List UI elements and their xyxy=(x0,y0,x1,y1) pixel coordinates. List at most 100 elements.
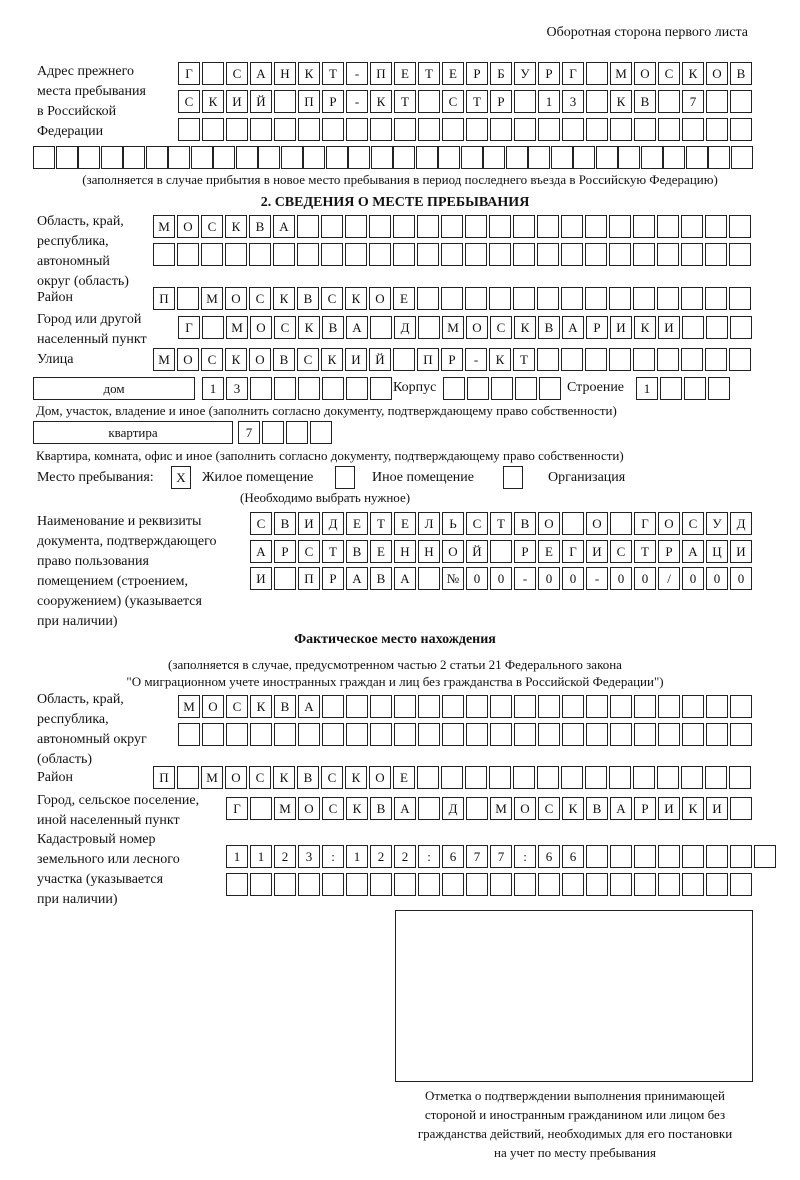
char-cell[interactable]: 1 xyxy=(636,377,658,400)
char-cell[interactable]: К xyxy=(345,287,367,310)
char-cell[interactable]: 0 xyxy=(466,567,488,590)
char-cell[interactable]: 3 xyxy=(562,90,584,113)
char-cell[interactable]: П xyxy=(370,62,392,85)
char-cell[interactable] xyxy=(321,215,343,238)
char-cell[interactable]: Е xyxy=(370,540,392,563)
char-cell[interactable] xyxy=(538,873,560,896)
char-cell[interactable]: : xyxy=(418,845,440,868)
char-cell[interactable] xyxy=(586,62,608,85)
char-cell[interactable] xyxy=(418,797,440,820)
char-cell[interactable]: Р xyxy=(514,540,536,563)
char-cell[interactable] xyxy=(418,90,440,113)
char-cell[interactable]: - xyxy=(465,348,487,371)
char-cell[interactable] xyxy=(562,723,584,746)
char-cell[interactable]: О xyxy=(514,797,536,820)
char-cell[interactable]: М xyxy=(610,62,632,85)
char-cell[interactable]: В xyxy=(634,90,656,113)
char-cell[interactable]: О xyxy=(442,540,464,563)
char-cell[interactable]: К xyxy=(514,316,536,339)
char-cell[interactable]: Г xyxy=(178,62,200,85)
char-cell[interactable]: 0 xyxy=(730,567,752,590)
char-cell[interactable] xyxy=(100,146,123,169)
char-cell[interactable] xyxy=(298,118,320,141)
char-cell[interactable] xyxy=(729,215,751,238)
char-cell[interactable] xyxy=(441,243,463,266)
char-cell[interactable]: В xyxy=(370,567,392,590)
char-cell[interactable] xyxy=(681,348,703,371)
char-cell[interactable]: Р xyxy=(634,797,656,820)
char-cell[interactable]: Б xyxy=(490,62,512,85)
char-cell[interactable] xyxy=(226,873,248,896)
char-cell[interactable] xyxy=(393,215,415,238)
char-cell[interactable]: 1 xyxy=(250,845,272,868)
char-cell[interactable] xyxy=(514,723,536,746)
char-cell[interactable]: 0 xyxy=(682,567,704,590)
char-cell[interactable]: С xyxy=(442,90,464,113)
char-cell[interactable] xyxy=(513,243,535,266)
char-cell[interactable] xyxy=(178,118,200,141)
char-cell[interactable] xyxy=(322,695,344,718)
char-cell[interactable]: 1 xyxy=(226,845,248,868)
char-cell[interactable] xyxy=(537,766,559,789)
char-cell[interactable]: 1 xyxy=(538,90,560,113)
char-cell[interactable]: Д xyxy=(322,512,344,535)
char-cell[interactable] xyxy=(153,243,175,266)
char-cell[interactable] xyxy=(633,287,655,310)
char-cell[interactable]: 2 xyxy=(370,845,392,868)
char-cell[interactable]: Т xyxy=(322,62,344,85)
char-cell[interactable] xyxy=(490,540,512,563)
char-cell[interactable]: А xyxy=(682,540,704,563)
char-cell[interactable]: Г xyxy=(562,62,584,85)
char-cell[interactable]: А xyxy=(346,316,368,339)
char-cell[interactable]: С xyxy=(321,287,343,310)
char-cell[interactable] xyxy=(370,695,392,718)
char-cell[interactable]: № xyxy=(442,567,464,590)
char-cell[interactable] xyxy=(586,873,608,896)
char-cell[interactable] xyxy=(633,766,655,789)
char-cell[interactable] xyxy=(657,348,679,371)
char-cell[interactable]: Г xyxy=(226,797,248,820)
char-cell[interactable]: - xyxy=(346,90,368,113)
char-cell[interactable] xyxy=(274,567,296,590)
char-cell[interactable] xyxy=(681,215,703,238)
char-cell[interactable]: В xyxy=(538,316,560,339)
char-cell[interactable]: Р xyxy=(322,90,344,113)
char-cell[interactable] xyxy=(682,845,704,868)
char-cell[interactable]: А xyxy=(394,797,416,820)
char-cell[interactable] xyxy=(561,348,583,371)
char-cell[interactable] xyxy=(657,215,679,238)
char-cell[interactable] xyxy=(609,243,631,266)
char-cell[interactable] xyxy=(586,90,608,113)
char-cell[interactable] xyxy=(585,348,607,371)
char-cell[interactable]: С xyxy=(297,348,319,371)
char-cell[interactable]: А xyxy=(273,215,295,238)
char-cell[interactable] xyxy=(249,243,271,266)
char-cell[interactable]: К xyxy=(562,797,584,820)
char-cell[interactable] xyxy=(706,316,728,339)
residential-checkbox[interactable]: X xyxy=(171,466,191,489)
char-cell[interactable]: С xyxy=(201,348,223,371)
char-cell[interactable] xyxy=(298,873,320,896)
char-cell[interactable] xyxy=(438,146,460,169)
char-cell[interactable]: С xyxy=(658,62,680,85)
char-cell[interactable]: К xyxy=(370,90,392,113)
char-cell[interactable]: 6 xyxy=(442,845,464,868)
char-cell[interactable]: Т xyxy=(394,90,416,113)
char-cell[interactable]: С xyxy=(178,90,200,113)
char-cell[interactable] xyxy=(730,90,752,113)
char-cell[interactable] xyxy=(394,118,416,141)
char-cell[interactable] xyxy=(586,723,608,746)
char-cell[interactable] xyxy=(505,146,528,169)
char-cell[interactable]: Р xyxy=(441,348,463,371)
char-cell[interactable] xyxy=(537,348,559,371)
char-cell[interactable]: В xyxy=(297,287,319,310)
char-cell[interactable]: : xyxy=(514,845,536,868)
char-cell[interactable] xyxy=(705,766,727,789)
char-cell[interactable]: П xyxy=(417,348,439,371)
char-cell[interactable] xyxy=(250,723,272,746)
char-cell[interactable] xyxy=(322,118,344,141)
char-cell[interactable]: И xyxy=(658,797,680,820)
char-cell[interactable] xyxy=(202,118,224,141)
char-cell[interactable] xyxy=(682,316,704,339)
char-cell[interactable] xyxy=(258,146,280,169)
